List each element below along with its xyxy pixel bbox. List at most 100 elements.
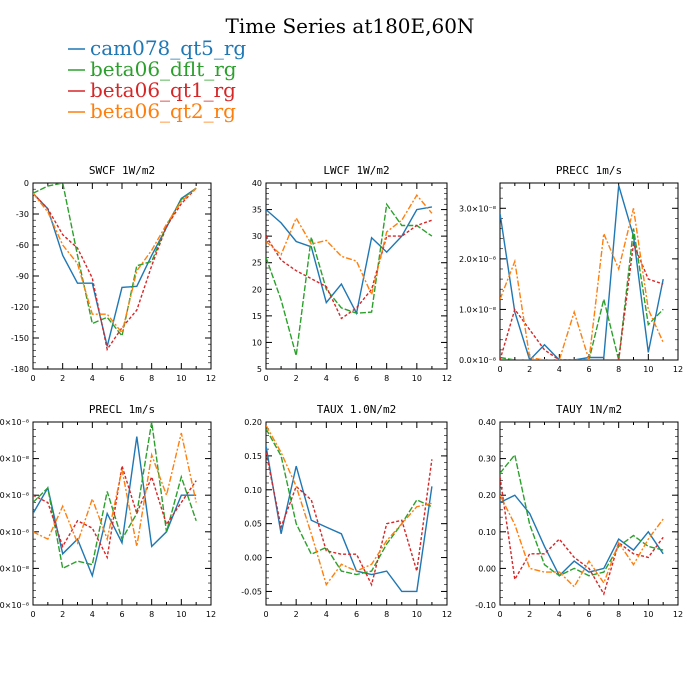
y-tick-label: 0.00	[478, 564, 496, 573]
y-tick-label: 2.0×10⁻⁸	[459, 255, 496, 264]
x-tick-label: 0	[263, 374, 268, 383]
y-tick-label: 20	[252, 285, 262, 294]
x-tick-label: 10	[412, 610, 422, 619]
x-tick-label: 0	[30, 610, 35, 619]
x-tick-label: 8	[616, 365, 621, 374]
legend-label: beta06_dflt_rg	[90, 57, 237, 81]
series-line-beta06_dflt_rg	[266, 428, 433, 576]
y-tick-label: -150	[11, 334, 29, 343]
x-tick-label: 10	[643, 610, 653, 619]
y-tick-label: 0.20	[478, 491, 496, 500]
panel-6: TAUY 1N/m2 0 2 4 6 8 10 12 0.40 0.30 0.20 0.10 0.00 -…	[475, 403, 683, 619]
series-line-beta06_dflt_rg	[33, 183, 197, 338]
series-line-cam078_qt5_rg	[500, 185, 664, 360]
legend: cam078_qt5_rgbeta06_dflt_rgbeta06_qt1_rg…	[68, 36, 246, 123]
x-tick-label: 2	[60, 374, 65, 383]
x-tick-label: 6	[119, 610, 124, 619]
series-line-beta06_dflt_rg	[33, 422, 197, 570]
panel-frame	[32, 182, 212, 370]
y-tick-label: 0.40	[478, 418, 496, 427]
panel-title: SWCF 1W/m2	[89, 164, 155, 177]
series-group	[33, 422, 197, 578]
x-tick-label: 12	[442, 374, 452, 383]
x-tick-label: 8	[384, 374, 389, 383]
y-tick-label: 3.0×10⁻⁸	[459, 204, 496, 213]
series-line-beta06_qt1_rg	[266, 452, 433, 587]
series-line-beta06_qt2_rg	[500, 208, 664, 360]
x-tick-label: 10	[412, 374, 422, 383]
x-tick-label: 0	[497, 610, 502, 619]
panel-frame	[499, 182, 679, 361]
series-line-beta06_qt1_rg	[33, 187, 197, 352]
series-line-beta06_qt1_rg	[500, 476, 664, 596]
series-line-cam078_qt5_rg	[266, 206, 433, 316]
x-tick-label: 0	[30, 374, 35, 383]
y-tick-label: 0.15	[244, 452, 262, 461]
panel-title: TAUX 1.0N/m2	[317, 403, 396, 416]
x-tick-label: 2	[294, 610, 299, 619]
y-tick-label: 30	[252, 232, 262, 241]
x-tick-label: 2	[527, 610, 532, 619]
legend-entry: beta06_dflt_rg	[68, 57, 237, 81]
x-tick-label: 4	[557, 365, 562, 374]
y-tick-label: -0.10	[475, 601, 496, 610]
panel-2: LWCF 1W/m2 0 2 4 6 8 10 12 5 10 15 20 25 30 35 40	[252, 164, 452, 383]
panel-title: TAUY 1N/m2	[556, 403, 622, 416]
x-tick-label: 6	[586, 365, 591, 374]
series-group	[500, 453, 664, 596]
y-tick-label: 0.30	[478, 455, 496, 464]
series-line-cam078_qt5_rg	[33, 187, 197, 347]
legend-entry: beta06_qt1_rg	[68, 78, 236, 102]
y-tick-label: 25	[252, 259, 262, 268]
x-tick-label: 2	[294, 374, 299, 383]
y-tick-label: -180	[11, 365, 29, 374]
panel-title: PRECL 1m/s	[89, 403, 155, 416]
y-tick-label: 0.0×10⁻⁸	[459, 356, 496, 365]
series-group	[33, 183, 197, 352]
series-line-beta06_dflt_rg	[500, 228, 664, 360]
y-tick-label: .0×10⁻⁸	[0, 564, 29, 573]
x-tick-label: 10	[643, 365, 653, 374]
series-line-beta06_qt1_rg	[33, 465, 197, 560]
x-tick-label: 10	[176, 610, 186, 619]
x-tick-label: 4	[90, 610, 95, 619]
panel-1: SWCF 1W/m2 0 2 4 6 8 10 12 0 -30 -60 -90 -120 -150 -18…	[11, 164, 216, 383]
y-tick-label: 35	[252, 206, 262, 215]
panel-3: PRECC 1m/s 0 2 4 6 8 10 12 0.0×10⁻⁸ 1.0×10⁻⁸ 2.0×1…	[459, 164, 683, 374]
x-tick-label: 4	[557, 610, 562, 619]
x-tick-label: 8	[149, 374, 154, 383]
x-tick-label: 2	[527, 365, 532, 374]
y-tick-label: 0.05	[244, 520, 262, 529]
series-line-beta06_dflt_rg	[266, 202, 433, 356]
x-tick-label: 6	[354, 610, 359, 619]
x-tick-label: 8	[384, 610, 389, 619]
y-tick-label: -120	[11, 303, 29, 312]
x-tick-label: 10	[176, 374, 186, 383]
panel-frame	[265, 421, 448, 606]
y-tick-label: .0×10⁻⁸	[0, 528, 29, 537]
y-tick-label: 1.0×10⁻⁸	[459, 305, 496, 314]
y-tick-label: 0.00	[244, 554, 262, 563]
x-tick-label: 12	[442, 610, 452, 619]
x-tick-label: 6	[586, 610, 591, 619]
y-tick-label: 0.20	[244, 418, 262, 427]
x-tick-label: 4	[324, 374, 329, 383]
legend-label: cam078_qt5_rg	[90, 36, 246, 60]
panel-title: LWCF 1W/m2	[323, 164, 389, 177]
x-tick-label: 2	[60, 610, 65, 619]
y-tick-label: 40	[252, 179, 262, 188]
x-tick-label: 12	[206, 610, 216, 619]
y-tick-label: 0	[24, 179, 29, 188]
panel-4: PRECL 1m/s 0 2 4 6 8 10 12 .0×10⁻⁸ .0×10⁻⁸ .0×10⁻⁸…	[0, 403, 216, 619]
series-line-beta06_qt2_rg	[33, 187, 197, 335]
series-group	[500, 185, 664, 360]
x-tick-label: 12	[673, 365, 683, 374]
y-tick-label: -90	[16, 272, 29, 281]
series-line-cam078_qt5_rg	[266, 445, 433, 593]
panel-5: TAUX 1.0N/m2 0 2 4 6 8 10 12 0.20 0.15 0.10 0.05 0.0…	[241, 403, 452, 619]
y-tick-label: 15	[252, 312, 262, 321]
y-tick-label: .0×10⁻⁸	[0, 455, 29, 464]
x-tick-label: 6	[354, 374, 359, 383]
series-line-beta06_dflt_rg	[500, 453, 664, 577]
legend-entry: cam078_qt5_rg	[68, 36, 246, 60]
